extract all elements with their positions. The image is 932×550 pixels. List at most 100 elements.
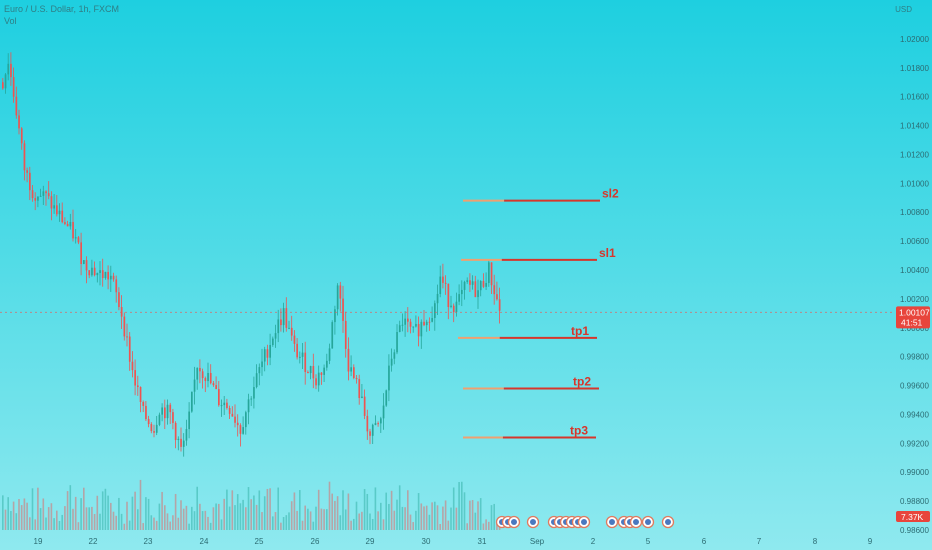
volume-bar [177,517,180,530]
volume-bar [488,521,490,530]
volume-bar [355,501,358,530]
volume-bar [77,522,80,530]
candle-body [204,378,207,382]
x-tick-label: 19 [34,537,43,546]
candle-body [380,418,382,424]
volume-bar [380,502,382,530]
volume-bar [166,513,169,530]
volume-bar [145,497,147,530]
x-tick-label: 8 [813,537,818,546]
candle-body [493,285,496,295]
volume-bar [128,520,131,530]
candle-body [496,294,498,300]
volume-bar [323,509,325,530]
candle-body [374,423,377,425]
volume-bar [2,495,4,530]
volume-bar [80,498,82,530]
volume-bar [93,513,96,530]
volume-bar [444,500,447,530]
volume-bar [331,493,333,530]
volume-bar [396,499,398,530]
candle-body [463,281,466,290]
symbol-title: Euro / U.S. Dollar, 1h, FXCM [4,4,120,14]
candle-body [223,402,226,406]
x-tick-label: 23 [144,537,153,546]
volume-bar [147,498,150,530]
x-tick-label: 5 [646,537,651,546]
candle-body [134,370,136,386]
candle-body [371,424,374,436]
volume-bar [142,523,144,530]
y-tick-label: 1.02000 [900,35,929,44]
volume-bar [482,523,485,530]
candle-body [447,283,450,308]
candle-body [355,377,358,380]
x-tick-label: 7 [757,537,762,546]
volume-bar [161,491,163,530]
volume-bar [239,503,242,530]
volume-bar [263,496,266,530]
y-tick-label: 1.00600 [900,237,929,246]
candle-body [72,221,74,239]
candle-body [226,402,228,409]
candle-body [145,405,147,420]
volume-bar [425,505,428,530]
volume-bar [118,497,120,530]
candle-body [150,424,153,432]
event-marker-flag [633,519,639,525]
candle-body [26,170,28,173]
candle-body [385,390,388,406]
price-tag-value: 1.00107 [899,307,930,317]
candle-body [366,415,369,432]
candle-body [31,190,34,199]
candle-body [110,275,112,280]
volume-bar [374,487,377,530]
candle-body [131,361,134,371]
candle-body [56,205,58,215]
candle-body [382,405,385,419]
candle-body [323,367,325,375]
volume-bar [58,520,61,530]
volume-bar [231,490,234,530]
volume-bar [282,517,285,530]
volume-bar [434,501,436,530]
candle-body [423,321,425,326]
candle-body [142,401,145,406]
candle-body [155,424,158,433]
volume-bar [358,513,360,530]
candle-body [47,193,50,197]
candle-body [207,372,209,382]
candle-body [2,82,4,89]
candle-body [274,333,277,339]
volume-bar [382,519,385,530]
x-tick-label: 24 [200,537,209,546]
candle-body [334,309,336,323]
candle-body [439,276,442,294]
volume-bar [280,522,282,530]
volume-bar [342,490,344,530]
candle-body [317,372,320,386]
volume-bar [115,515,117,530]
candle-body [250,398,253,400]
candle-body [158,414,161,425]
volume-bar [250,499,252,530]
volume-bar [439,523,441,530]
candle-body [369,431,371,436]
candle-body [304,352,307,372]
volume-bar [96,495,99,530]
volume-bar [417,493,420,530]
volume-bar [407,490,409,530]
candle-body [388,365,390,391]
candle-body [209,372,212,384]
volume-bar [20,505,23,530]
currency-label[interactable]: USD [895,5,912,14]
candle-body [307,371,309,374]
candle-body [479,281,482,291]
candle-body [231,413,234,417]
volume-bar [91,506,93,530]
candle-body [261,361,263,368]
volume-bar [134,491,136,530]
candle-body [188,411,190,430]
